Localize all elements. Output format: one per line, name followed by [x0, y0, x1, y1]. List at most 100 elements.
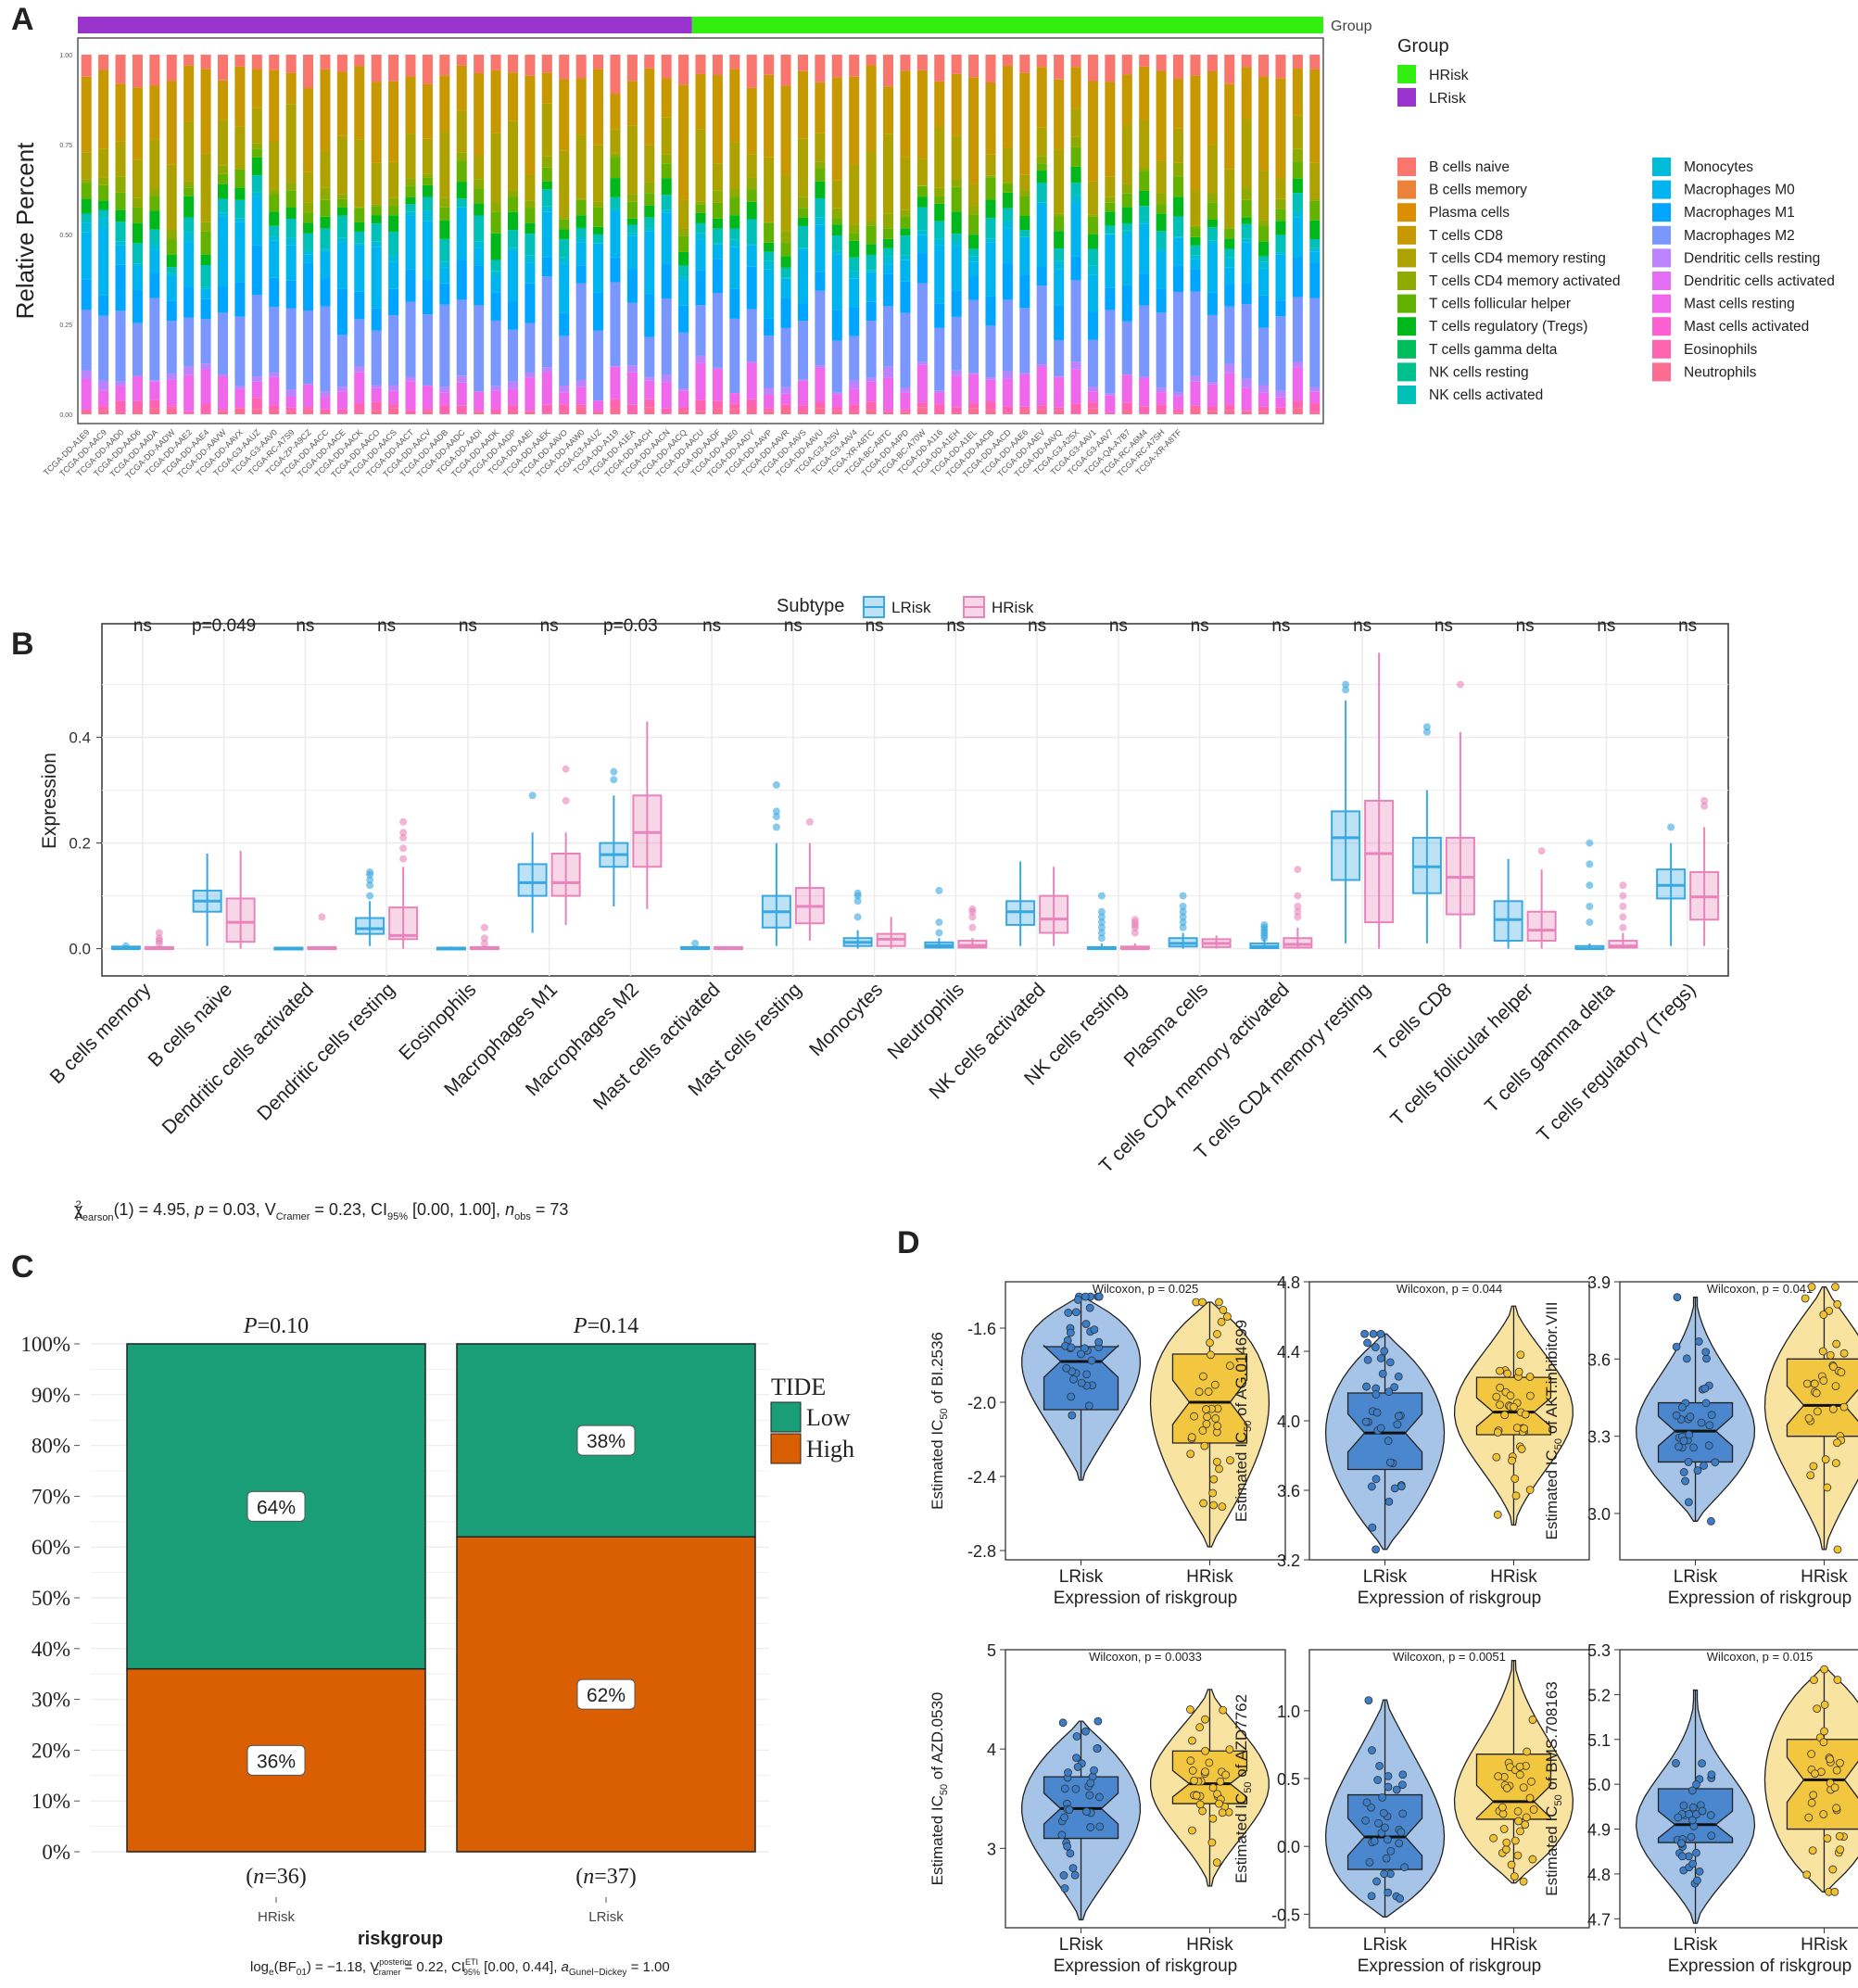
stacked-bar-segment [200, 412, 211, 414]
stacked-bar-segment [678, 280, 689, 306]
stacked-bar-segment [234, 169, 246, 188]
stacked-bar-segment [1207, 382, 1218, 385]
box-outlier [1342, 686, 1350, 694]
stacked-bar-segment [1172, 55, 1184, 79]
stacked-bar-segment [559, 79, 570, 151]
stacked-bar-segment [251, 409, 262, 414]
y-axis-label-sub: 50 [1553, 1438, 1564, 1450]
stacked-bar-segment [336, 71, 348, 136]
stacked-bar-segment [712, 190, 723, 203]
stacked-bar-segment [661, 178, 672, 196]
stacked-bar-segment [866, 301, 877, 322]
stacked-bar-segment [81, 152, 92, 180]
wilcoxon-test-label: Wilcoxon, p = 0.0033 [1089, 1650, 1202, 1664]
data-point [1802, 1870, 1812, 1880]
stacked-bar-segment [217, 286, 229, 313]
stacked-bar-segment [593, 207, 604, 227]
stacked-bar-segment [354, 66, 365, 140]
box-outlier [772, 807, 780, 816]
legend-label: HRisk [992, 599, 1034, 616]
stacked-bar-segment [422, 386, 433, 410]
data-point [1804, 1813, 1814, 1822]
data-point [1675, 1442, 1683, 1451]
data-point [1093, 1744, 1102, 1753]
data-point [1520, 1424, 1529, 1433]
stacked-bar-segment [831, 208, 842, 219]
data-point [1209, 1475, 1219, 1484]
stacked-bar-segment [831, 250, 842, 255]
cell-legend-label: Macrophages M0 [1684, 183, 1795, 198]
stacked-bar-segment [132, 159, 143, 198]
caption-text: V [370, 1959, 379, 1975]
stacked-bar-segment [439, 392, 450, 406]
box-outlier [480, 939, 488, 947]
stacked-bar-segment [1054, 305, 1065, 340]
stacked-bar-segment [951, 73, 962, 136]
stacked-bar-segment [678, 332, 689, 389]
stacked-bar-segment [354, 412, 365, 414]
data-point [1502, 1838, 1511, 1847]
stacked-bar-segment [695, 305, 706, 356]
data-point [1833, 1545, 1842, 1554]
stacked-bar-segment [797, 380, 808, 406]
box-outlier [853, 889, 862, 897]
stacked-bar-segment [1172, 236, 1184, 238]
stacked-bar-segment [456, 198, 467, 208]
stacked-bar-segment [934, 238, 945, 246]
data-point [1496, 1400, 1504, 1410]
y-axis-label: Estimated IC50 of AKT.inhibitor.VIII [1543, 1302, 1564, 1540]
stacked-bar-segment [764, 411, 775, 414]
stacked-bar-segment [1309, 162, 1321, 199]
data-point [1188, 1736, 1196, 1745]
data-point [1371, 1475, 1381, 1484]
stacked-bar-segment [234, 408, 246, 414]
stacked-bar-segment [831, 410, 842, 414]
stacked-bar-segment [1309, 386, 1321, 392]
stacked-bar-segment [1139, 223, 1150, 274]
box-outlier [1179, 918, 1187, 927]
stacked-bar-segment [1156, 193, 1167, 205]
stacked-bar-segment [797, 303, 808, 322]
stacked-bar-segment [985, 55, 996, 82]
stacked-bar-segment [849, 76, 860, 165]
data-point [1064, 1309, 1073, 1317]
stacked-bar-segment [968, 77, 980, 184]
stacked-bar-segment [1156, 55, 1167, 71]
data-point [1508, 1456, 1516, 1465]
stacked-bar-segment [115, 400, 126, 412]
data-point [1501, 1845, 1510, 1854]
stacked-bar-segment [729, 318, 740, 394]
stacked-bar-segment [456, 260, 467, 300]
stacked-bar-segment [183, 65, 195, 122]
stacked-bar-segment [1070, 195, 1081, 205]
stacked-bar-segment [1036, 183, 1047, 203]
stacked-bar-segment [336, 198, 348, 208]
stacked-bar-segment [183, 411, 195, 414]
subtitle-chi-sup: 2 [75, 1199, 81, 1210]
data-point [1825, 1306, 1834, 1315]
stacked-bar-segment [882, 377, 894, 412]
y-tick-label: 0.2 [69, 835, 91, 853]
stacked-bar-segment [474, 188, 485, 204]
data-point [1085, 1791, 1094, 1800]
stacked-bar-segment [285, 183, 297, 191]
box-outlier [1586, 839, 1594, 847]
stacked-bar-segment [729, 55, 740, 70]
stacked-bar-segment [695, 355, 706, 363]
stacked-bar-segment [1224, 83, 1235, 170]
stacked-bar-segment [1292, 193, 1303, 212]
x-tick-label: LRisk [1363, 1567, 1408, 1587]
cell-legend-label: Eosinophils [1684, 342, 1758, 358]
y-tick-label: 20% [32, 1739, 70, 1762]
stacked-bar-segment [200, 369, 211, 405]
stacked-bar-segment [610, 282, 621, 367]
stacked-bar-segment [661, 264, 672, 299]
stacked-bar-segment [422, 83, 433, 139]
y-tick-label: 4.7 [1587, 1910, 1611, 1929]
stacked-bar-segment [951, 246, 962, 291]
wilcoxon-test-label: Wilcoxon, p = 0.025 [1093, 1282, 1199, 1296]
stacked-bar-segment [388, 404, 399, 409]
stacked-bar-segment [525, 234, 536, 256]
stacked-bar-segment [626, 194, 638, 202]
data-point [1810, 1379, 1819, 1388]
